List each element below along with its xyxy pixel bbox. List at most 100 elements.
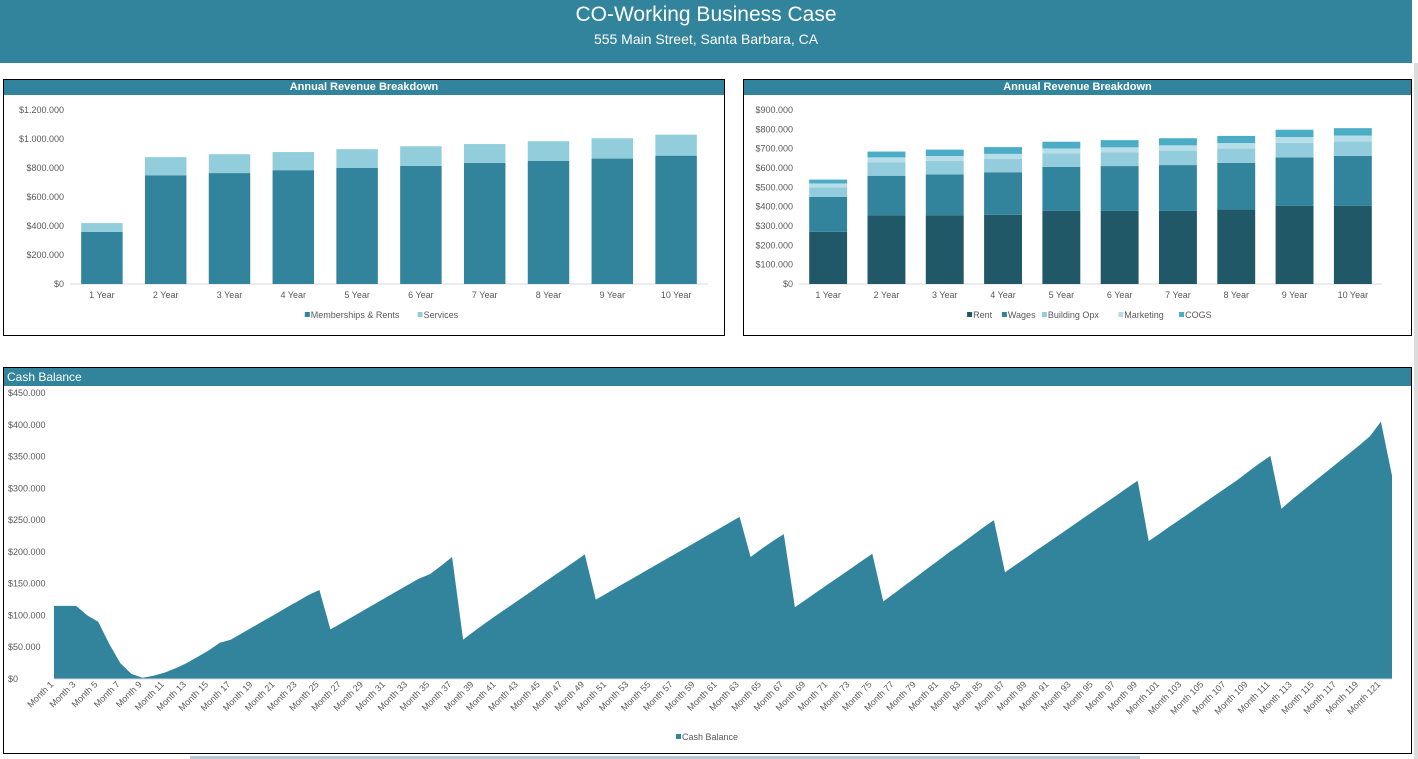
legend-label-rent: Rent (973, 310, 993, 320)
bar-wages (867, 175, 906, 216)
legend-label-cash-balance: Cash Balance (682, 732, 738, 742)
y-tick-label: $900.000 (755, 105, 793, 115)
x-tick-label: 2 Year (874, 290, 900, 300)
bar-marketing (1159, 145, 1197, 151)
y-tick-label: $500.000 (755, 182, 793, 192)
bar-building-opx (1217, 148, 1256, 163)
bar-cogs (925, 149, 964, 157)
bar-building-opx (1042, 153, 1081, 167)
bar-services (81, 223, 123, 232)
bar-wages (809, 197, 848, 232)
x-tick-label: 4 Year (990, 290, 1016, 300)
cash-balance-panel[interactable]: Cash Balance $0 $50.000 $100.000 $150.000 $2… (3, 367, 1412, 754)
bar-wages (1275, 157, 1314, 206)
revenue-chart-panel[interactable]: Annual Revenue Breakdown $0 $200.000 $400.… (3, 79, 725, 336)
y-tick-label: $400.000 (26, 221, 64, 231)
bar-wages (1100, 166, 1139, 211)
bar-memberships-rents (400, 165, 442, 284)
y-tick-label: $0 (54, 279, 64, 289)
x-tick-label: 3 Year (217, 290, 243, 300)
expense-chart-panel[interactable]: Annual Revenue Breakdown $0 $100.000 $200.… (743, 79, 1412, 336)
bar-building-opx (1159, 150, 1197, 166)
bar-cogs (1042, 141, 1081, 149)
legend-swatch-rent (967, 312, 973, 317)
legend-label-services: Services (424, 310, 459, 320)
bar-services (144, 157, 187, 176)
y-tick-label: $800.000 (755, 124, 793, 134)
bar-marketing (1333, 135, 1372, 142)
bar-services (463, 144, 506, 163)
y-tick-label: $400.000 (755, 202, 793, 212)
bar-services (591, 138, 634, 159)
bar-services (527, 141, 570, 161)
x-tick-label: 8 Year (1223, 290, 1249, 300)
y-tick-label: $600.000 (26, 192, 64, 202)
bar-wages (984, 172, 1022, 215)
bar-rent (1159, 210, 1197, 284)
bar-memberships-rents (208, 173, 251, 284)
bar-building-opx (1333, 141, 1372, 156)
y-tick-label: $100.000 (755, 260, 793, 270)
revenue-chart[interactable]: $0 $200.000 $400.000 $600.000 $800.000 $1.000… (4, 80, 724, 335)
revenue-chart-title: Annual Revenue Breakdown (4, 80, 724, 95)
y-tick-label: $400.000 (8, 420, 46, 430)
expense-chart-title: Annual Revenue Breakdown (744, 80, 1411, 95)
bar-building-opx (867, 162, 906, 176)
bar-memberships-rents (591, 158, 634, 284)
header-banner: CO-Working Business Case 555 Main Street… (0, 0, 1412, 63)
bar-memberships-rents (527, 160, 570, 284)
y-tick-label: $300.000 (8, 483, 46, 493)
y-tick-label: $0 (783, 279, 793, 289)
bar-building-opx (809, 187, 848, 197)
area-cash-balance (54, 421, 1392, 679)
x-tick-label: 7 Year (1165, 290, 1191, 300)
scroll-gutter (1414, 63, 1418, 759)
cash-balance-chart[interactable]: $0 $50.000 $100.000 $150.000 $200.000 $250.00… (4, 368, 1411, 753)
bar-services (655, 134, 697, 156)
bar-services (208, 154, 251, 174)
bar-wages (1042, 166, 1081, 211)
legend-swatch-wages (1001, 312, 1007, 317)
bar-wages (1159, 165, 1197, 211)
x-tick-label: 6 Year (1107, 290, 1133, 300)
bar-rent (809, 231, 848, 284)
y-tick-label: $200.000 (8, 547, 46, 557)
y-tick-label: $600.000 (755, 163, 793, 173)
bar-building-opx (1100, 152, 1139, 167)
bar-cogs (1333, 128, 1372, 136)
bar-marketing (984, 153, 1022, 159)
x-tick-label: 3 Year (932, 290, 958, 300)
bar-rent (1275, 205, 1314, 284)
bar-building-opx (925, 160, 964, 175)
bar-memberships-rents (144, 175, 187, 284)
x-tick-label: 5 Year (344, 290, 370, 300)
bar-rent (1042, 210, 1081, 284)
expense-chart[interactable]: $0 $100.000 $200.000 $300.000 $400.000 $500.0… (744, 80, 1411, 335)
bar-cogs (1275, 129, 1314, 138)
x-tick-label: 1 Year (89, 290, 115, 300)
y-tick-label: $200.000 (755, 240, 793, 250)
y-tick-label: $50.000 (8, 642, 41, 652)
bar-services (400, 146, 442, 166)
sheet-scrollbar[interactable] (190, 756, 1140, 759)
y-tick-label: $1.200.000 (19, 105, 64, 115)
y-tick-label: $250.000 (8, 515, 46, 525)
y-tick-label: $1.000.000 (19, 134, 64, 144)
bar-memberships-rents (81, 231, 123, 284)
y-tick-label: $150.000 (8, 579, 46, 589)
bar-rent (1333, 205, 1372, 284)
bar-marketing (1217, 143, 1256, 149)
y-tick-label: $200.000 (26, 250, 64, 260)
bar-rent (1217, 209, 1256, 284)
x-tick-label: 9 Year (1282, 290, 1308, 300)
x-tick-label: 7 Year (472, 290, 498, 300)
bar-services (336, 149, 378, 168)
bar-rent (925, 215, 964, 284)
page-title: CO-Working Business Case (575, 3, 837, 26)
bar-building-opx (1275, 142, 1314, 158)
x-tick-label: 6 Year (408, 290, 434, 300)
x-tick-label: 1 Year (815, 290, 841, 300)
bar-wages (925, 174, 964, 216)
bar-marketing (1275, 137, 1314, 143)
bar-marketing (1100, 147, 1139, 153)
